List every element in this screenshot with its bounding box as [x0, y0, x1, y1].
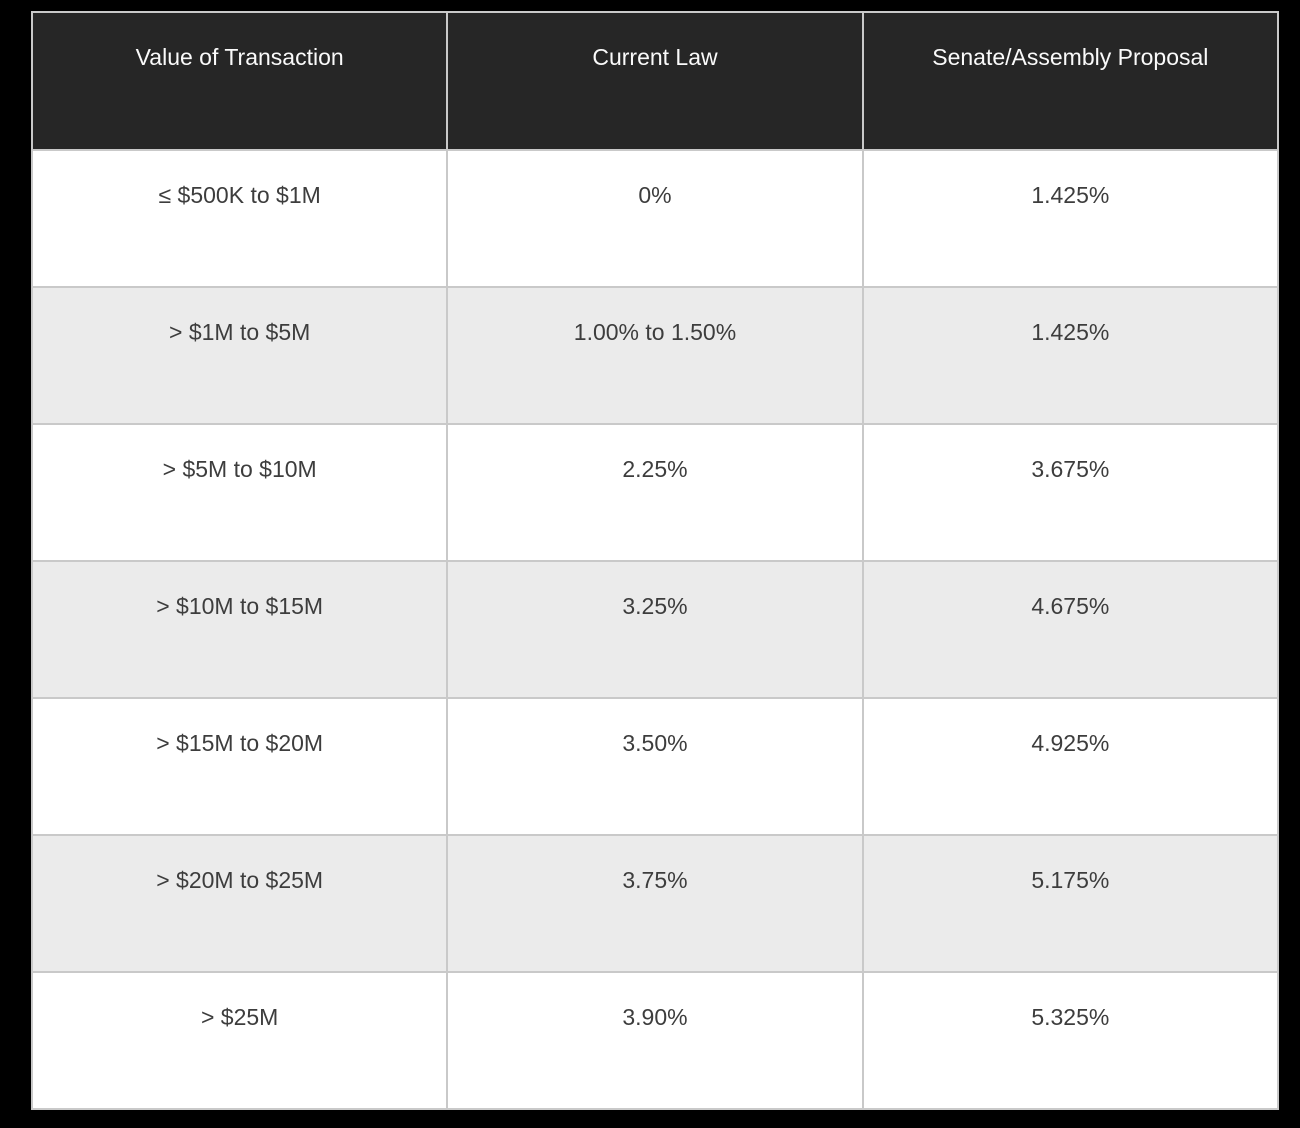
table-cell-col1: > $25M: [30, 971, 449, 1110]
table-cell-col1: > $20M to $25M: [30, 834, 449, 973]
header-cell-current-law: Current Law: [446, 11, 864, 151]
table-cell-col3: 1.425%: [861, 149, 1280, 288]
rate-comparison-table-container: Value of Transaction Current Law Senate/…: [30, 11, 1280, 1110]
table-body: ≤ $500K to $1M 0% 1.425% > $1M to $5M 1.00% …: [30, 149, 1280, 1110]
table-cell-col1: > $10M to $15M: [30, 560, 449, 699]
table-cell-col2: 2.25%: [446, 423, 864, 562]
table-cell-col2: 3.75%: [446, 834, 864, 973]
table-cell-col1: ≤ $500K to $1M: [30, 149, 449, 288]
table-cell-col3: 1.425%: [861, 286, 1280, 425]
table-cell-col2: 3.50%: [446, 697, 864, 836]
table-row: > $5M to $10M 2.25% 3.675%: [30, 423, 1280, 562]
header-row: Value of Transaction Current Law Senate/…: [30, 11, 1280, 151]
table-cell-col2: 0%: [446, 149, 864, 288]
table-cell-col2: 3.90%: [446, 971, 864, 1110]
table-row: ≤ $500K to $1M 0% 1.425%: [30, 149, 1280, 288]
table-cell-col3: 3.675%: [861, 423, 1280, 562]
table-cell-col3: 4.675%: [861, 560, 1280, 699]
table-row: > $20M to $25M 3.75% 5.175%: [30, 834, 1280, 973]
table-cell-col2: 1.00% to 1.50%: [446, 286, 864, 425]
rate-comparison-table: Value of Transaction Current Law Senate/…: [30, 11, 1280, 1110]
table-header: Value of Transaction Current Law Senate/…: [30, 11, 1280, 151]
table-row: > $10M to $15M 3.25% 4.675%: [30, 560, 1280, 699]
table-cell-col1: > $15M to $20M: [30, 697, 449, 836]
table-row: > $25M 3.90% 5.325%: [30, 971, 1280, 1110]
table-cell-col3: 4.925%: [861, 697, 1280, 836]
header-cell-value-of-transaction: Value of Transaction: [30, 11, 449, 151]
table-cell-col3: 5.325%: [861, 971, 1280, 1110]
table-cell-col1: > $1M to $5M: [30, 286, 449, 425]
table-row: > $15M to $20M 3.50% 4.925%: [30, 697, 1280, 836]
table-row: > $1M to $5M 1.00% to 1.50% 1.425%: [30, 286, 1280, 425]
table-cell-col2: 3.25%: [446, 560, 864, 699]
table-cell-col3: 5.175%: [861, 834, 1280, 973]
table-cell-col1: > $5M to $10M: [30, 423, 449, 562]
header-cell-senate-assembly-proposal: Senate/Assembly Proposal: [861, 11, 1280, 151]
